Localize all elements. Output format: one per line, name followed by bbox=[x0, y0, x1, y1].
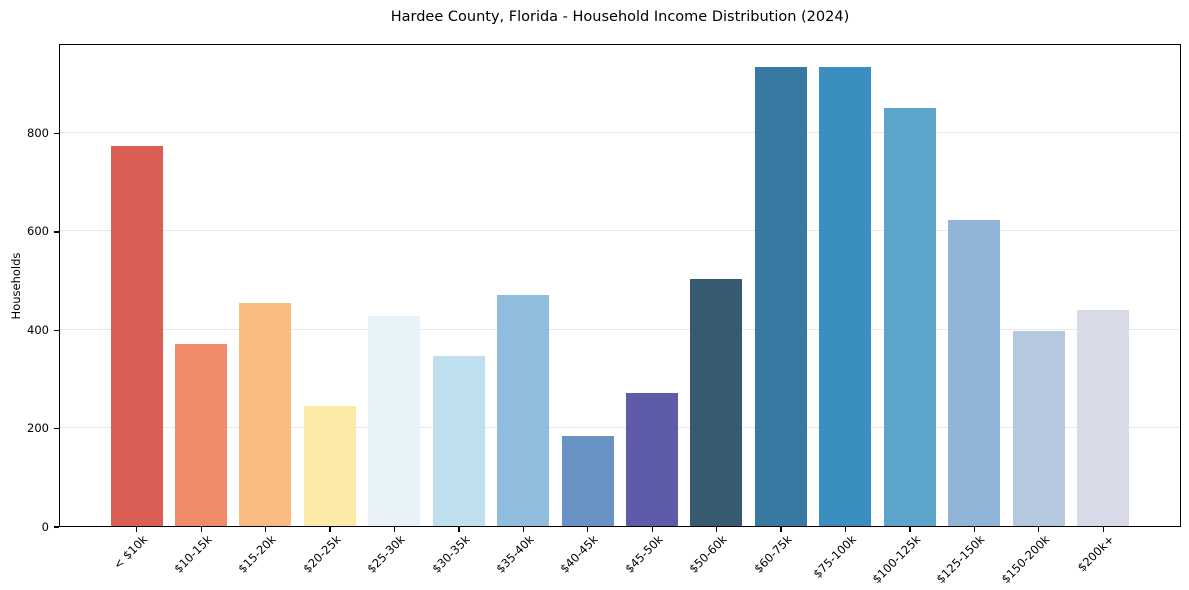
x-axis-tick bbox=[909, 527, 911, 532]
x-axis-tick bbox=[1102, 527, 1104, 532]
y-axis-tick bbox=[54, 526, 59, 528]
bar--100-125k bbox=[883, 108, 936, 526]
x-axis-tick bbox=[844, 527, 847, 532]
y-axis-tick bbox=[54, 427, 59, 430]
x-tick-label: $40-45k bbox=[557, 532, 602, 576]
chart-title: Hardee County, Florida - Household Incom… bbox=[390, 9, 850, 25]
y-tick-label: 200 bbox=[27, 421, 49, 436]
x-axis-tick bbox=[265, 527, 267, 532]
bar--10k bbox=[110, 145, 163, 526]
x-tick-label: $100-125k bbox=[869, 532, 924, 587]
x-tick-label: $30-35k bbox=[428, 532, 473, 576]
plot-area bbox=[59, 44, 1181, 527]
x-axis-tick bbox=[973, 527, 976, 532]
x-tick-label: $25-30k bbox=[364, 532, 408, 576]
bar--15-20k bbox=[239, 303, 292, 526]
x-tick-label: $75-100k bbox=[810, 532, 859, 581]
bar--20-25k bbox=[303, 405, 356, 526]
y-tick-label: 400 bbox=[27, 322, 49, 337]
bar--10-15k bbox=[174, 343, 227, 526]
x-axis-tick bbox=[716, 527, 718, 532]
bar--125-150k bbox=[948, 219, 1001, 526]
y-axis-label: Households bbox=[9, 252, 23, 320]
gridline-y-600 bbox=[60, 230, 1180, 232]
x-tick-label: $20-25k bbox=[299, 532, 344, 576]
y-tick-label: 600 bbox=[27, 224, 49, 239]
gridline-y-200 bbox=[60, 427, 1180, 429]
x-tick-label: $125-150k bbox=[933, 532, 988, 587]
x-axis-tick bbox=[780, 527, 782, 532]
x-axis-tick bbox=[136, 527, 138, 532]
x-axis-tick bbox=[393, 527, 396, 532]
x-axis-tick bbox=[1038, 527, 1040, 532]
x-tick-label: $35-40k bbox=[493, 532, 537, 576]
x-tick-label: $200k+ bbox=[1074, 532, 1117, 575]
bar--30-35k bbox=[432, 355, 485, 526]
x-axis-tick bbox=[522, 527, 525, 532]
bar--200k+ bbox=[1076, 309, 1129, 526]
x-tick-label: $45-50k bbox=[622, 532, 666, 576]
x-axis-tick bbox=[200, 527, 202, 532]
y-axis-tick bbox=[54, 132, 59, 135]
x-tick-label: $15-20k bbox=[235, 532, 279, 576]
x-axis-tick bbox=[329, 527, 331, 532]
x-axis-tick bbox=[458, 527, 460, 532]
bar--150-200k bbox=[1012, 331, 1065, 526]
gridline-y-800 bbox=[60, 132, 1180, 134]
x-axis-tick bbox=[651, 527, 653, 532]
bar--60-75k bbox=[754, 66, 807, 526]
bar--35-40k bbox=[497, 294, 550, 526]
x-tick-label: $10-15k bbox=[171, 532, 215, 576]
y-tick-label: 800 bbox=[27, 126, 49, 141]
x-axis-tick bbox=[587, 527, 589, 532]
y-axis-tick bbox=[54, 329, 59, 331]
bar--50-60k bbox=[690, 278, 743, 526]
x-tick-label: < $10k bbox=[110, 532, 151, 572]
bar--45-50k bbox=[625, 392, 678, 526]
x-tick-label: $50-60k bbox=[686, 532, 730, 576]
y-tick-label: 0 bbox=[41, 519, 49, 534]
bar--25-30k bbox=[368, 315, 421, 526]
x-tick-label: $60-75k bbox=[750, 532, 795, 576]
gridline-y-400 bbox=[60, 328, 1180, 330]
y-axis-tick bbox=[54, 231, 59, 233]
x-tick-label: $150-200k bbox=[998, 532, 1053, 587]
bar--75-100k bbox=[819, 66, 872, 526]
bar--40-45k bbox=[561, 436, 614, 526]
